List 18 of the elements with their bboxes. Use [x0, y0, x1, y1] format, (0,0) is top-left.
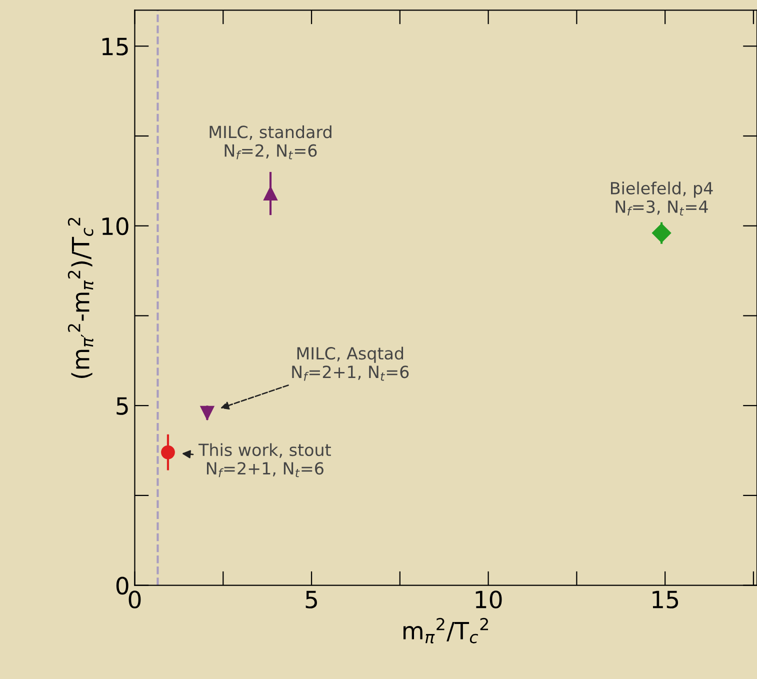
- x-axis-title: m$_{π}$$^{2}$/T$_{c}$$^{2}$: [404, 618, 488, 644]
- y-tick-label: 15: [102, 38, 128, 56]
- point: [200, 406, 214, 420]
- text: (m$_{π′}$$^{2}$-m$_{π}$$^{2}$)/T$_{c}$$^{2}$: [68, 218, 94, 378]
- series-label: This work, stout N$_{f}$=2+1, N$_{t}$=6: [198, 443, 331, 478]
- point: [652, 224, 672, 243]
- point: [264, 186, 278, 200]
- text: MILC, standard N$_{f}$=2, N$_{t}$=6: [210, 125, 332, 160]
- y-tick-label: 10: [102, 217, 128, 236]
- x-tick-label: 15: [652, 590, 678, 608]
- y-tick-label: 5: [116, 397, 128, 415]
- x-tick-label: 5: [306, 590, 317, 608]
- x-tick-label: 10: [476, 590, 502, 608]
- x-tick-label: 0: [128, 590, 141, 608]
- text: MILC, Asqtad N$_{f}$=2+1, N$_{t}$=6: [292, 346, 409, 381]
- point: [161, 445, 175, 460]
- series-label: Bielefeld, p4 N$_{f}$=3, N$_{t}$=4: [611, 182, 713, 216]
- y-tick-label: 0: [116, 576, 128, 595]
